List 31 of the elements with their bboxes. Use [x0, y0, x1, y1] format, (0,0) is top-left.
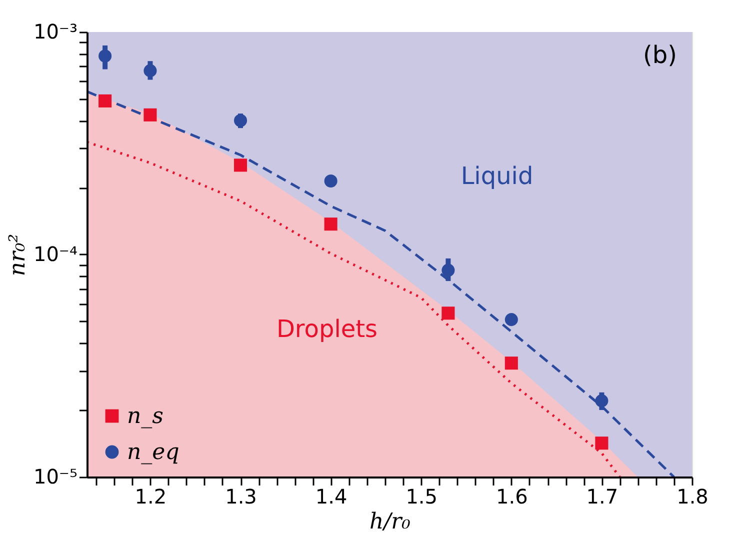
x-tick-label: 1.4	[315, 484, 348, 508]
point	[324, 174, 338, 188]
point	[234, 114, 248, 128]
x-tick-label: 1.5	[406, 484, 438, 508]
point	[144, 64, 157, 78]
y-tick-label: 10⁻⁴	[33, 242, 78, 266]
point	[234, 158, 248, 172]
legend-label: n_eq	[127, 440, 180, 465]
x-axis-title: h/r₀	[370, 510, 411, 534]
x-tick-label: 1.8	[676, 484, 708, 508]
y-axis-title: nr₀²	[5, 234, 30, 276]
x-tick-label: 1.2	[134, 484, 167, 508]
x-tick-label: 1.7	[586, 484, 618, 508]
annotation: Liquid	[460, 162, 534, 190]
point	[595, 394, 608, 408]
x-tick-label: 1.6	[496, 484, 528, 508]
point	[595, 436, 608, 450]
y-tick-label: 10⁻³	[33, 20, 78, 44]
x-tick-label: 1.3	[225, 484, 257, 508]
point	[504, 356, 518, 370]
point	[144, 108, 157, 122]
point	[442, 264, 455, 277]
point	[98, 94, 112, 108]
point	[504, 313, 518, 326]
point	[324, 218, 338, 231]
y-tick-label: 10⁻⁵	[33, 464, 78, 488]
legend-label: n_s	[127, 404, 164, 429]
annotation: (b)	[643, 41, 677, 69]
point	[442, 306, 455, 320]
annotation: Droplets	[276, 315, 378, 343]
point	[98, 50, 112, 63]
